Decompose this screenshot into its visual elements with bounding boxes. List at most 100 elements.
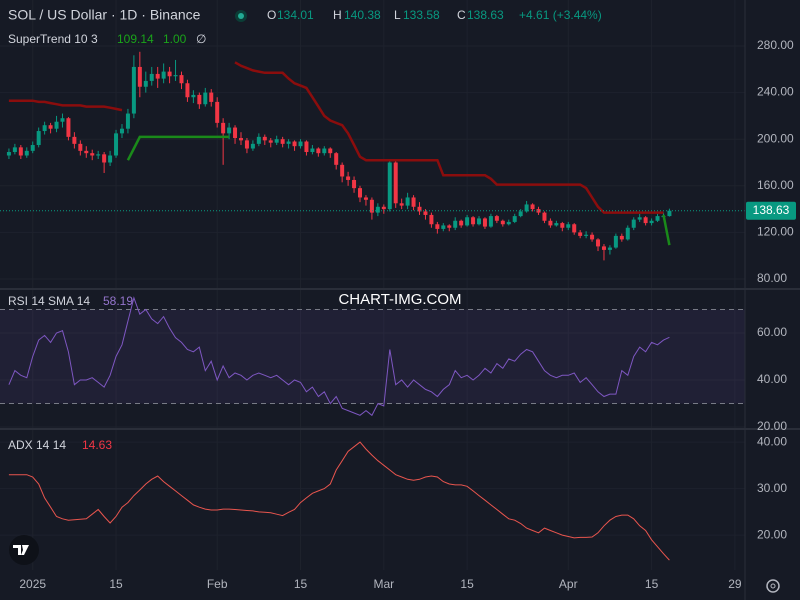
y-tick-label: 20.00: [757, 419, 787, 433]
x-tick-label: 2025: [19, 577, 46, 591]
candle-body: [328, 148, 333, 154]
candle-body: [215, 101, 220, 123]
candle-body: [108, 155, 113, 163]
y-tick-label: 200.00: [757, 131, 794, 145]
candle-body: [250, 143, 255, 149]
candle-body: [286, 141, 291, 144]
y-tick-label: 40.00: [757, 372, 787, 386]
candle-body: [227, 127, 232, 134]
watermark: CHART-IMG.COM: [338, 291, 461, 308]
candle-body: [423, 211, 428, 215]
candle-body: [465, 217, 470, 226]
candle-body: [54, 121, 59, 129]
candle-body: [619, 235, 624, 240]
candle-body: [24, 150, 29, 156]
candle-body: [346, 176, 351, 180]
status-dot: [238, 13, 244, 19]
candle-body: [578, 232, 583, 236]
candle-body: [441, 225, 446, 229]
candle-body: [530, 204, 535, 210]
y-tick-label: 60.00: [757, 325, 787, 339]
candle-body: [566, 224, 571, 228]
candle-body: [274, 139, 279, 143]
price-label-box: [746, 201, 796, 220]
ohlc-header: O 134.01 H 140.38 L 133.58 C 138.63 +4.61 (+3.44…: [267, 8, 602, 22]
candle-body: [203, 92, 208, 105]
ohlc-value: 134.01: [277, 8, 314, 22]
line-series: [8, 441, 670, 561]
candle-body: [197, 94, 202, 105]
ohlc-label: C: [457, 8, 466, 22]
candle-body: [12, 147, 17, 153]
candle-body: [149, 73, 154, 81]
candle-body: [334, 153, 339, 165]
y-tick-label: 30.00: [757, 481, 787, 495]
candle-body: [560, 223, 565, 228]
y-tick-label: 80.00: [757, 271, 787, 285]
candle-body: [542, 212, 547, 221]
candle-body: [143, 80, 148, 87]
candle-body: [155, 73, 160, 79]
candle-body: [30, 145, 35, 151]
ohlc-change: +4.61 (+3.44%): [519, 8, 602, 22]
candle-body: [256, 136, 261, 144]
candle-body: [137, 66, 142, 87]
candle-body: [369, 199, 374, 213]
candle-body: [643, 217, 648, 224]
candle-body: [405, 197, 410, 206]
indicator-value: ∅: [196, 32, 206, 46]
settings-icon[interactable]: [766, 579, 780, 593]
candle-body: [84, 150, 89, 154]
line-series: [126, 135, 671, 246]
indicator-name: SuperTrend 10 3: [8, 32, 98, 46]
candle-body: [173, 75, 178, 77]
candle-body: [471, 217, 476, 225]
candle-body: [304, 141, 309, 153]
y-tick-label: 160.00: [757, 178, 794, 192]
candle-body: [506, 221, 511, 225]
ohlc-value: 140.38: [344, 8, 381, 22]
y-tick-label: 20.00: [757, 527, 787, 541]
candle-body: [637, 217, 642, 220]
candle-body: [322, 148, 327, 154]
candle-body: [60, 118, 65, 122]
candle-body: [500, 220, 505, 225]
x-tick-label: 15: [294, 577, 308, 591]
candle-body: [625, 227, 630, 240]
candle-body: [613, 235, 618, 248]
price-label: 138.63: [753, 203, 790, 217]
candle-body: [36, 131, 41, 146]
logo-mark: [13, 545, 29, 555]
candle-body: [262, 136, 267, 141]
line-series: [8, 296, 670, 417]
x-tick-label: 15: [109, 577, 123, 591]
candle-body: [191, 94, 196, 98]
candle-body: [548, 220, 553, 226]
ohlc-value: 138.63: [467, 8, 504, 22]
y-tick-label: 40.00: [757, 434, 787, 448]
candle-body: [280, 139, 285, 144]
candle-body: [78, 143, 83, 151]
rsi-title: RSI 14 SMA 14: [8, 294, 90, 308]
candle-body: [66, 118, 71, 137]
ohlc-label: O: [267, 8, 276, 22]
candle-body: [310, 148, 315, 153]
adx-value: 14.63: [82, 438, 112, 452]
gear-hole[interactable]: [770, 583, 776, 589]
candle-body: [512, 216, 517, 222]
candle-body: [167, 71, 172, 77]
candle-body: [572, 224, 577, 233]
line-series: [8, 61, 664, 214]
candle-body: [488, 216, 493, 227]
candle-body: [482, 218, 487, 227]
candle-body: [459, 220, 464, 226]
candle-body: [185, 83, 190, 98]
ohlc-label: H: [333, 8, 342, 22]
y-tick-label: 280.00: [757, 38, 794, 52]
candle-body: [358, 188, 363, 198]
candle-body: [131, 66, 136, 114]
candle-body: [417, 206, 422, 212]
y-tick-label: 240.00: [757, 85, 794, 99]
gear[interactable]: [766, 579, 780, 593]
